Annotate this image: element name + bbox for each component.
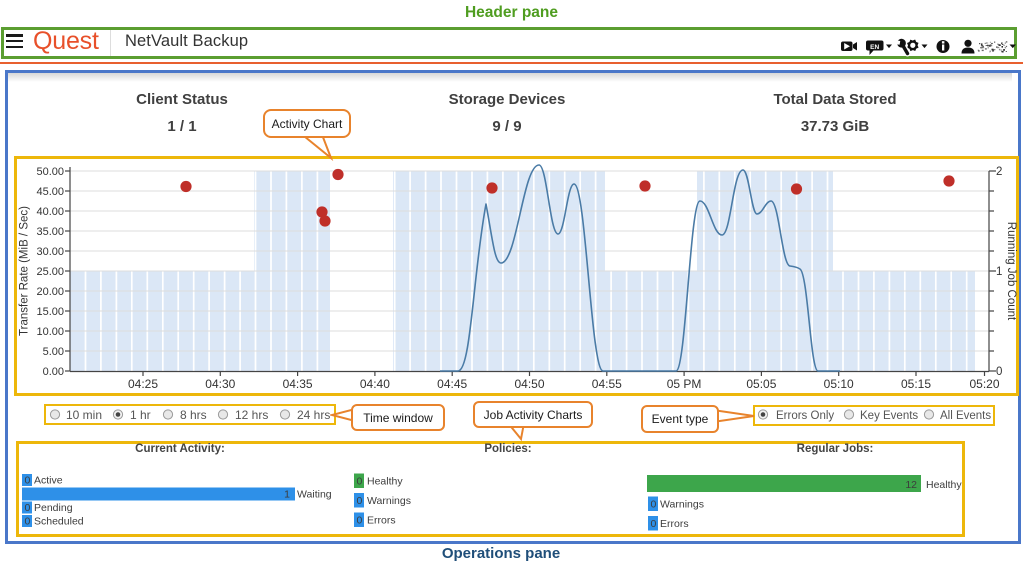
svg-text:05 PM: 05 PM bbox=[667, 377, 702, 391]
svg-text:All Events: All Events bbox=[940, 410, 991, 422]
svg-text:0: 0 bbox=[357, 515, 363, 527]
svg-text:Scheduled: Scheduled bbox=[34, 516, 84, 528]
svg-text:Pending: Pending bbox=[34, 502, 73, 514]
svg-text:35.00: 35.00 bbox=[36, 226, 64, 238]
svg-text:45.00: 45.00 bbox=[36, 186, 64, 198]
svg-text:Healthy: Healthy bbox=[367, 476, 403, 488]
svg-text:04:25: 04:25 bbox=[128, 377, 158, 391]
svg-text:0: 0 bbox=[25, 475, 31, 487]
svg-text:0: 0 bbox=[996, 366, 1002, 378]
svg-text:Waiting: Waiting bbox=[297, 489, 332, 501]
svg-text:04:45: 04:45 bbox=[437, 377, 467, 391]
svg-text:1 hr: 1 hr bbox=[130, 408, 151, 422]
svg-text:Transfer Rate (MiB / Sec): Transfer Rate (MiB / Sec) bbox=[19, 206, 31, 336]
svg-text:24 hrs: 24 hrs bbox=[297, 408, 330, 422]
svg-text:1: 1 bbox=[996, 266, 1002, 278]
svg-text:04:40: 04:40 bbox=[360, 377, 390, 391]
svg-text:Errors: Errors bbox=[367, 515, 396, 527]
svg-text:0: 0 bbox=[651, 518, 657, 530]
svg-text:0: 0 bbox=[25, 502, 31, 514]
svg-text:Active: Active bbox=[34, 475, 63, 487]
svg-text:40.00: 40.00 bbox=[36, 206, 64, 218]
svg-text:Key Events: Key Events bbox=[860, 410, 918, 422]
svg-text:0: 0 bbox=[651, 499, 657, 511]
svg-text:12 hrs: 12 hrs bbox=[235, 408, 268, 422]
svg-text:05:10: 05:10 bbox=[824, 377, 854, 391]
svg-text:0: 0 bbox=[357, 495, 363, 507]
svg-text:5.00: 5.00 bbox=[43, 346, 64, 358]
svg-text:05:05: 05:05 bbox=[746, 377, 776, 391]
svg-text:EN: EN bbox=[870, 44, 879, 51]
svg-text:0: 0 bbox=[357, 476, 363, 488]
svg-text:2: 2 bbox=[996, 166, 1002, 178]
svg-text:0.00: 0.00 bbox=[43, 366, 64, 378]
svg-text:Warnings: Warnings bbox=[660, 499, 704, 511]
svg-text:15.00: 15.00 bbox=[36, 306, 64, 318]
svg-text:1: 1 bbox=[284, 489, 290, 501]
svg-text:20.00: 20.00 bbox=[36, 286, 64, 298]
svg-text:Running Job Count: Running Job Count bbox=[1005, 222, 1017, 321]
svg-text:05:15: 05:15 bbox=[901, 377, 931, 391]
svg-text:8 hrs: 8 hrs bbox=[180, 408, 207, 422]
svg-text:04:55: 04:55 bbox=[592, 377, 622, 391]
svg-text:04:30: 04:30 bbox=[205, 377, 235, 391]
svg-text:30.00: 30.00 bbox=[36, 246, 64, 258]
svg-text:04:35: 04:35 bbox=[283, 377, 313, 391]
svg-text:Warnings: Warnings bbox=[367, 495, 411, 507]
svg-text:25.00: 25.00 bbox=[36, 266, 64, 278]
svg-text:04:50: 04:50 bbox=[514, 377, 544, 391]
svg-text:10.00: 10.00 bbox=[36, 326, 64, 338]
svg-text:0: 0 bbox=[25, 516, 31, 528]
svg-text:Healthy: Healthy bbox=[926, 479, 962, 491]
svg-text:05:20: 05:20 bbox=[969, 377, 999, 391]
svg-text:Errors: Errors bbox=[660, 518, 689, 530]
svg-text:10 min: 10 min bbox=[66, 408, 102, 422]
svg-text:12: 12 bbox=[905, 479, 917, 491]
svg-text:50.00: 50.00 bbox=[36, 166, 64, 178]
svg-text:Errors Only: Errors Only bbox=[776, 410, 834, 422]
